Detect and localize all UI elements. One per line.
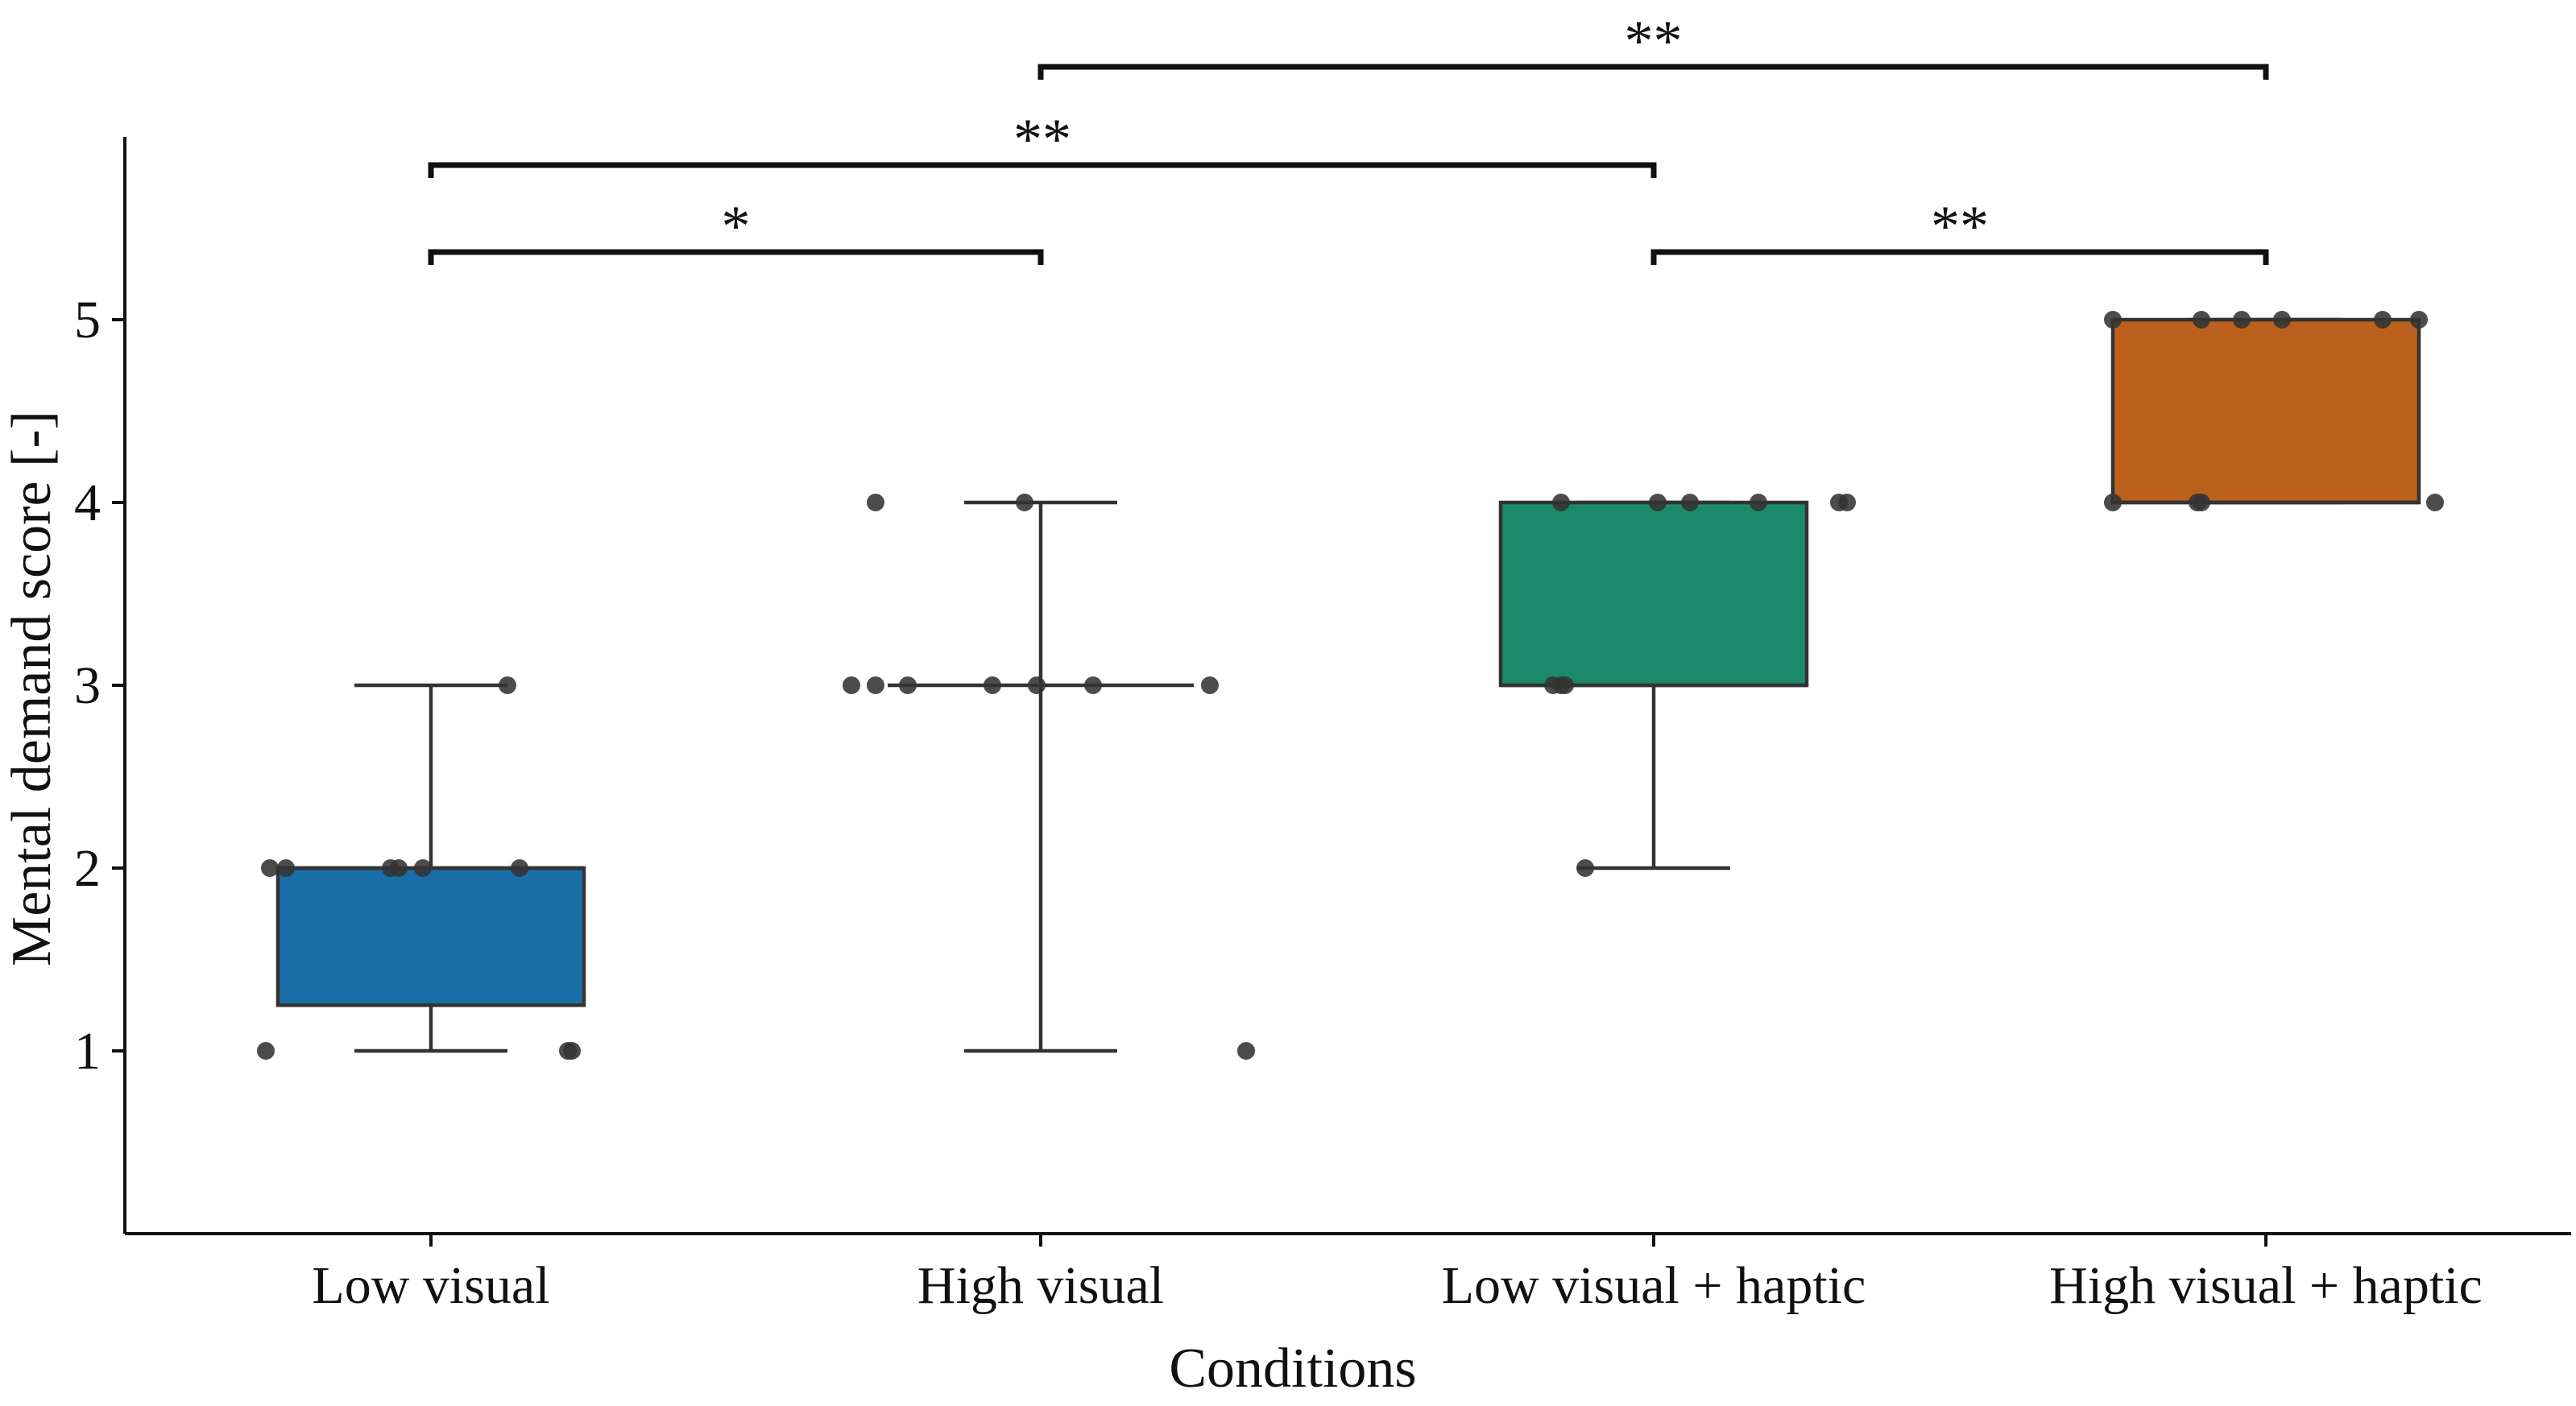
data-point xyxy=(2104,494,2122,511)
data-point xyxy=(843,676,860,694)
data-point xyxy=(1552,494,1570,511)
data-point xyxy=(1556,676,1574,694)
significance-label: ** xyxy=(1931,194,1989,258)
data-point xyxy=(261,859,279,877)
significance-bracket xyxy=(428,162,1657,178)
x-tick-label: High visual + haptic xyxy=(2049,1256,2483,1315)
data-point xyxy=(1649,494,1667,511)
x-tick-label: Low visual xyxy=(312,1256,549,1315)
box-3 xyxy=(1498,500,1809,688)
data-points xyxy=(257,311,2444,1060)
y-tick-label: 4 xyxy=(74,473,101,532)
data-point xyxy=(867,494,884,511)
data-point xyxy=(1028,676,1046,694)
axes: 1 2 3 4 5 Low visual High visual Low visual + h… xyxy=(74,137,2571,1315)
data-point xyxy=(1750,494,1767,511)
data-point xyxy=(1201,676,1219,694)
significance-label: * xyxy=(722,194,751,258)
data-point xyxy=(1084,676,1102,694)
data-point xyxy=(390,859,408,877)
data-point xyxy=(2410,311,2428,329)
data-point xyxy=(2193,311,2210,329)
data-point xyxy=(2273,311,2291,329)
y-axis-label: Mental demand score [-] xyxy=(1,411,63,966)
significance-bracket xyxy=(1650,249,2269,265)
data-point xyxy=(2233,311,2251,329)
data-point xyxy=(867,676,884,694)
data-point xyxy=(2426,494,2444,511)
x-axis-label: Conditions xyxy=(1169,1338,1416,1400)
data-point xyxy=(499,676,516,694)
significance-bracket xyxy=(428,249,1044,265)
data-point xyxy=(2374,311,2392,329)
boxes xyxy=(275,317,2421,1053)
y-tick-label: 5 xyxy=(74,291,101,349)
y-tick-label: 2 xyxy=(74,839,101,898)
data-point xyxy=(414,859,432,877)
y-tick-label: 3 xyxy=(74,656,101,715)
data-point xyxy=(1838,494,1856,511)
data-point xyxy=(899,676,917,694)
data-point xyxy=(1681,494,1699,511)
x-tick-label: Low visual + haptic xyxy=(1442,1256,1866,1315)
data-point xyxy=(277,859,295,877)
data-point xyxy=(2193,494,2210,511)
data-point xyxy=(1576,859,1594,877)
data-point xyxy=(1237,1042,1255,1060)
box-1 xyxy=(275,866,586,1007)
data-point xyxy=(511,859,528,877)
data-point xyxy=(2104,311,2122,329)
data-point xyxy=(559,1042,577,1060)
significance-label: ** xyxy=(1625,9,1683,73)
significance-brackets: ***** ** xyxy=(428,9,2269,265)
data-point xyxy=(1016,494,1033,511)
significance-label: ** xyxy=(1013,107,1071,172)
data-point xyxy=(257,1042,275,1060)
x-tick-label: High visual xyxy=(917,1256,1164,1315)
data-point xyxy=(984,676,1001,694)
box-4 xyxy=(2110,317,2421,505)
significance-bracket xyxy=(1037,64,2269,80)
y-tick-label: 1 xyxy=(74,1022,101,1081)
